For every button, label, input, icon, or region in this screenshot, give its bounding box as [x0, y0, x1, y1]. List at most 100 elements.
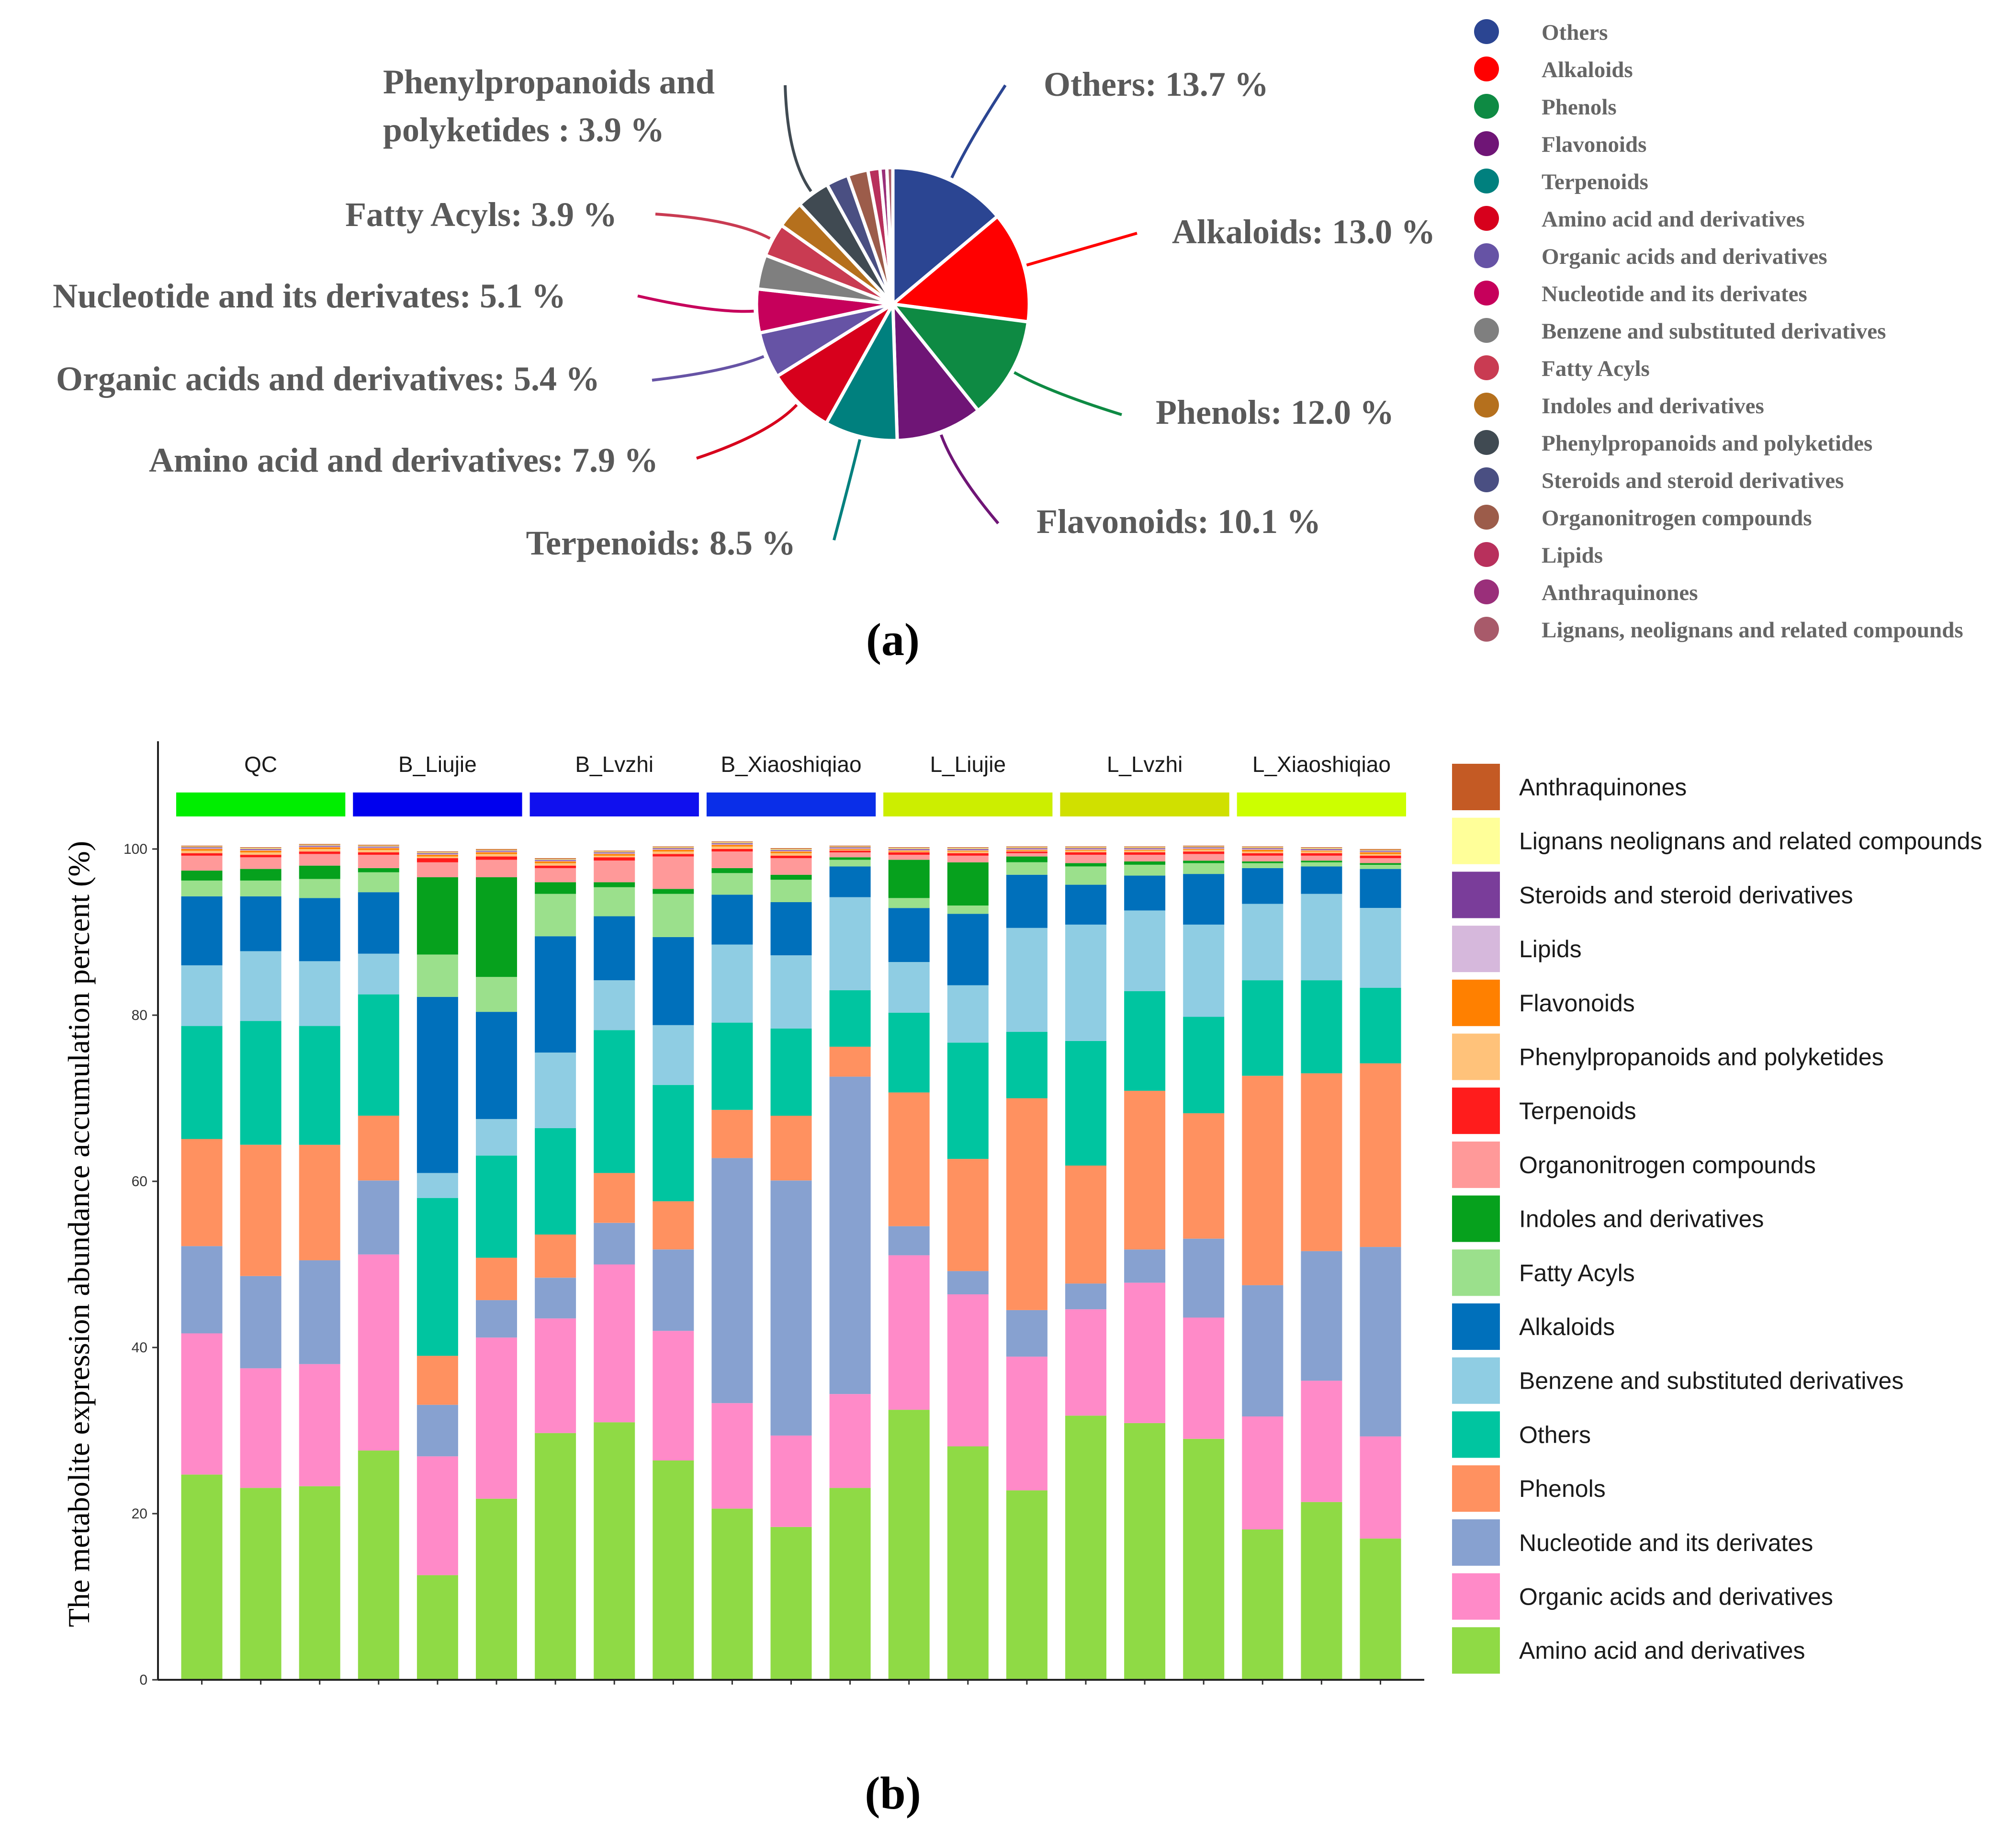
bar-segment-terpenoids — [535, 865, 576, 868]
pie-label-terpenoids: Terpenoids: 8.5 % — [526, 524, 796, 562]
bar-segment-anthraquinones — [476, 849, 517, 850]
legend-label: Terpenoids — [1519, 1098, 1636, 1124]
bar-segment-lipids — [1183, 848, 1225, 849]
group-header-l-liujie: L_Liujie — [883, 752, 1053, 816]
bar-segment-nucleotide-and-its-derivates — [1301, 1251, 1342, 1381]
legend-swatch — [1452, 926, 1500, 973]
pie-slices — [755, 166, 1031, 442]
bar-segment-organic-acids-and-derivatives — [1183, 1317, 1225, 1439]
legend-label: Steroids and steroid derivatives — [1542, 468, 1844, 493]
bar-segment-organonitrogen-compounds — [653, 856, 694, 889]
bar-segment-others — [1124, 991, 1166, 1091]
bar-segment-indoles-and-derivatives — [417, 877, 458, 955]
bar-segment-terpenoids — [653, 854, 694, 857]
bar-segment-terpenoids — [181, 853, 223, 856]
y-tick-label: 60 — [132, 1174, 147, 1189]
bar-segment-indoles-and-derivatives — [535, 882, 576, 894]
group-label: L_Lvzhi — [1107, 752, 1183, 777]
pie-labels: Others: 13.7 % Alkaloids: 13.0 % Phenols: … — [53, 63, 1435, 562]
pie-label-alkaloids: Alkaloids: 13.0 % — [1172, 213, 1435, 251]
legend-swatch — [1474, 318, 1499, 343]
bar-segment-flavonoids — [181, 849, 223, 851]
bar-segment-nucleotide-and-its-derivates — [770, 1180, 812, 1436]
bar-segment-phenols — [1242, 1075, 1284, 1285]
bar-segment-organonitrogen-compounds — [594, 860, 635, 883]
group-strip — [1237, 792, 1406, 816]
bar-segment-terpenoids — [1006, 851, 1047, 853]
bar-segment-terpenoids — [711, 849, 753, 852]
bar-sample-15 — [1006, 846, 1047, 1680]
bar-segment-lipids — [535, 860, 576, 861]
bar-segment-lignans-neolignans-and-related-compounds — [1183, 846, 1225, 848]
leader-line-phenylpropanoids-and-polyketides — [784, 85, 812, 192]
bar-segment-alkaloids — [1183, 874, 1225, 925]
bar-segment-anthraquinones — [181, 846, 223, 847]
bar-sample-12 — [829, 846, 871, 1680]
legend-label: Phenylpropanoids and polyketides — [1542, 431, 1872, 456]
bar-segment-lignans-neolignans-and-related-compounds — [888, 848, 930, 849]
pie-legend: Others Alkaloids Phenols Flavonoids Terpenoi… — [1474, 19, 1963, 643]
bar-segment-lipids — [594, 853, 635, 854]
bar-segment-steroids-and-steroid-derivatives — [476, 850, 517, 852]
pie-legend-item-nucleotide-and-its-derivates: Nucleotide and its derivates — [1474, 281, 1807, 306]
legend-label: Anthraquinones — [1519, 774, 1687, 801]
bar-sample-21 — [1360, 849, 1401, 1680]
bar-segment-benzene-and-substituted-derivatives — [417, 1173, 458, 1198]
bar-segment-others — [947, 1042, 989, 1159]
group-label: B_Lvzhi — [575, 752, 653, 777]
legend-swatch — [1452, 817, 1500, 864]
bar-segment-amino-acid-and-derivatives — [535, 1433, 576, 1680]
bar-segment-lignans-neolignans-and-related-compounds — [358, 846, 399, 847]
bar-sample-6 — [476, 849, 517, 1680]
bar-sample-13 — [888, 847, 930, 1680]
bar-segment-others — [1065, 1041, 1106, 1166]
pie-legend-item-terpenoids: Terpenoids — [1474, 169, 1648, 194]
bar-segment-amino-acid-and-derivatives — [1006, 1490, 1047, 1680]
bar-segment-organic-acids-and-derivatives — [594, 1264, 635, 1423]
bar-segment-benzene-and-substituted-derivatives — [299, 961, 340, 1026]
legend-label: Fatty Acyls — [1542, 356, 1650, 381]
bar-segment-phenols — [1183, 1113, 1225, 1239]
bar-segment-indoles-and-derivatives — [888, 860, 930, 898]
bar-segment-fatty-acyls — [1301, 862, 1342, 867]
pie-legend-item-organic-acids-and-derivatives: Organic acids and derivatives — [1474, 243, 1827, 269]
bar-segment-organonitrogen-compounds — [1242, 855, 1284, 861]
bar-segment-organonitrogen-compounds — [1065, 855, 1106, 863]
bar-segment-alkaloids — [1065, 884, 1106, 925]
bar-segment-alkaloids — [770, 902, 812, 955]
bar-segment-others — [181, 1026, 223, 1139]
legend-swatch — [1474, 617, 1499, 642]
bar-segment-phenylpropanoids-and-polyketides — [1360, 854, 1401, 856]
bar-segment-others — [1183, 1017, 1225, 1113]
bar-segment-lipids — [240, 849, 282, 851]
bar-segment-lipids — [711, 844, 753, 845]
legend-swatch — [1474, 505, 1499, 530]
group-strip — [353, 792, 522, 816]
bar-segment-benzene-and-substituted-derivatives — [947, 985, 989, 1043]
bar-segment-lipids — [299, 846, 340, 848]
bar-segment-organic-acids-and-derivatives — [240, 1368, 282, 1488]
bar-segment-nucleotide-and-its-derivates — [653, 1249, 694, 1331]
legend-label: Organonitrogen compounds — [1542, 506, 1812, 531]
bar-segment-organonitrogen-compounds — [1183, 854, 1225, 861]
bar-segment-others — [358, 994, 399, 1116]
bar-segment-anthraquinones — [417, 851, 458, 852]
bar-segment-nucleotide-and-its-derivates — [711, 1158, 753, 1404]
bar-segment-others — [653, 1085, 694, 1201]
bar-segment-benzene-and-substituted-derivatives — [594, 980, 635, 1030]
bar-segment-indoles-and-derivatives — [1124, 861, 1166, 865]
pie-legend-item-steroids-and-steroid-derivatives: Steroids and steroid derivatives — [1474, 467, 1844, 493]
bar-segment-organonitrogen-compounds — [1006, 853, 1047, 857]
bar-segment-steroids-and-steroid-derivatives — [1006, 848, 1047, 849]
legend-swatch — [1452, 1411, 1500, 1458]
bar-segment-anthraquinones — [711, 841, 753, 843]
legend-swatch — [1452, 1627, 1500, 1674]
bar-legend-item-phenols: Phenols — [1452, 1465, 1606, 1512]
bar-segment-anthraquinones — [1242, 846, 1284, 848]
bar-segment-alkaloids — [1124, 875, 1166, 911]
bar-segment-organic-acids-and-derivatives — [181, 1333, 223, 1475]
bar-segment-others — [711, 1022, 753, 1110]
bar-segment-phenylpropanoids-and-polyketides — [240, 852, 282, 855]
bar-segment-alkaloids — [358, 892, 399, 954]
bar-segment-benzene-and-substituted-derivatives — [181, 965, 223, 1026]
